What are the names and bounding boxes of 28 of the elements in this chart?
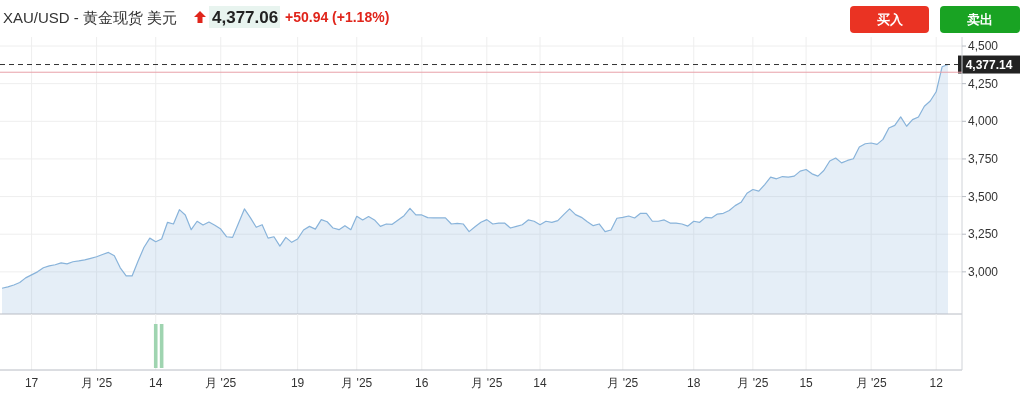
x-tick-label: 月 '25 [81, 376, 113, 390]
x-tick-label: 14 [149, 376, 163, 390]
x-tick-label: 月 '25 [607, 376, 639, 390]
x-tick-label: 16 [415, 376, 429, 390]
y-tick-label: 3,250 [968, 227, 999, 242]
x-tick-label: 月 '25 [205, 376, 237, 390]
sell-button: 卖出 [940, 6, 1020, 33]
chart-title: XAU/USD - 黄金现货 美元 [3, 8, 178, 26]
x-tick-label: 月 '25 [341, 376, 373, 390]
buy-button: 买入 [850, 6, 929, 33]
x-tick-label: 18 [687, 376, 701, 390]
y-tick-label: 4,500 [968, 39, 999, 54]
ref-line-label: 4,377.14 [965, 57, 1013, 72]
y-tick-label: 3,750 [968, 151, 999, 166]
x-tick-label: 17 [24, 376, 39, 390]
y-tick-label: 4,000 [968, 114, 999, 129]
y-tick-label: 4,250 [968, 76, 999, 91]
x-tick-label: 月 '25 [737, 376, 769, 390]
text: +50.94 (+1.18%) [285, 9, 390, 25]
x-tick-label: 19 [290, 376, 305, 390]
x-tick-label: 14 [533, 376, 548, 390]
x-tick-label: 月 '25 [855, 376, 887, 390]
y-tick-label: 3,000 [968, 264, 999, 279]
x-tick-label: 12 [929, 376, 944, 390]
y-tick-label: 3,500 [968, 189, 999, 204]
x-tick-label: 月 '25 [471, 376, 503, 390]
text: 4,377.06 [212, 7, 279, 27]
x-tick-label: 15 [799, 376, 814, 390]
